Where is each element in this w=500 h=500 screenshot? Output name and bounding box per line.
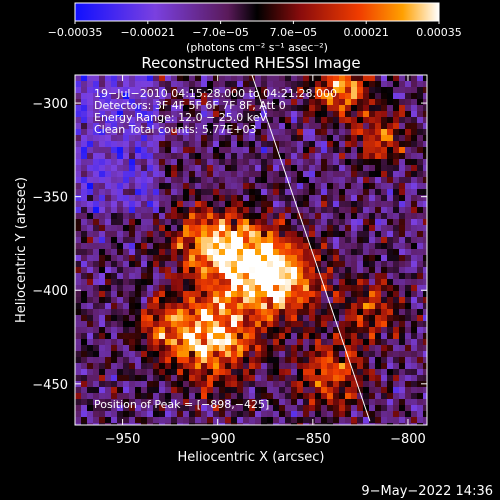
solar-limb-line xyxy=(251,75,371,422)
axis-ticks: −950 −900 −850 −800 −300 −350 −400 −450 xyxy=(32,75,427,447)
colorbar-ticks: −0.00035 −0.00021 −7.0e−05 7.0e−05 0.00021 0.… xyxy=(48,21,462,39)
clean-counts-annotation: Clean Total counts: 5.77E+03 xyxy=(94,123,257,136)
detectors-annotation: Detectors: 3F 4F 5F 6F 7F 8F, Att 0 xyxy=(94,99,286,112)
y-tick-label: −350 xyxy=(32,191,68,206)
energy-range-annotation: Energy Range: 12.0 − 25.0 keV xyxy=(94,111,268,124)
colorbar-tick-label: −7.0e−05 xyxy=(192,26,249,39)
y-tick-label: −450 xyxy=(32,378,68,393)
x-tick-label: −950 xyxy=(105,432,141,447)
colorbar-tick-label: 0.00021 xyxy=(343,26,389,39)
colorbar-tick-label: −0.00035 xyxy=(48,26,103,39)
chart-title: Reconstructed RHESSI Image xyxy=(141,54,360,72)
x-tick-label: −800 xyxy=(390,432,426,447)
y-tick-label: −400 xyxy=(32,284,68,299)
x-tick-label: −900 xyxy=(200,432,236,447)
time-range-annotation: 19−Jul−2010 04:15:28.000 to 04:21:28.000 xyxy=(94,87,337,100)
colorbar-tick-label: 0.00035 xyxy=(416,26,462,39)
heatmap-image xyxy=(75,75,427,425)
y-axis-label: Heliocentric Y (arcsec) xyxy=(14,177,29,323)
colorbar xyxy=(74,2,440,22)
colorbar-tick-label: −0.00021 xyxy=(120,26,175,39)
y-tick-label: −300 xyxy=(32,97,68,112)
colorbar-unit-label: (photons cm⁻² s⁻¹ asec⁻²) xyxy=(186,41,328,54)
x-axis-label: Heliocentric X (arcsec) xyxy=(178,450,325,465)
peak-position-annotation: Position of Peak = [−898,−425] xyxy=(94,398,269,411)
colorbar-tick-label: 7.0e−05 xyxy=(270,26,317,39)
plot-frame xyxy=(74,74,428,426)
footer-date: 9−May−2022 14:36 xyxy=(361,484,493,499)
x-tick-label: −850 xyxy=(295,432,331,447)
